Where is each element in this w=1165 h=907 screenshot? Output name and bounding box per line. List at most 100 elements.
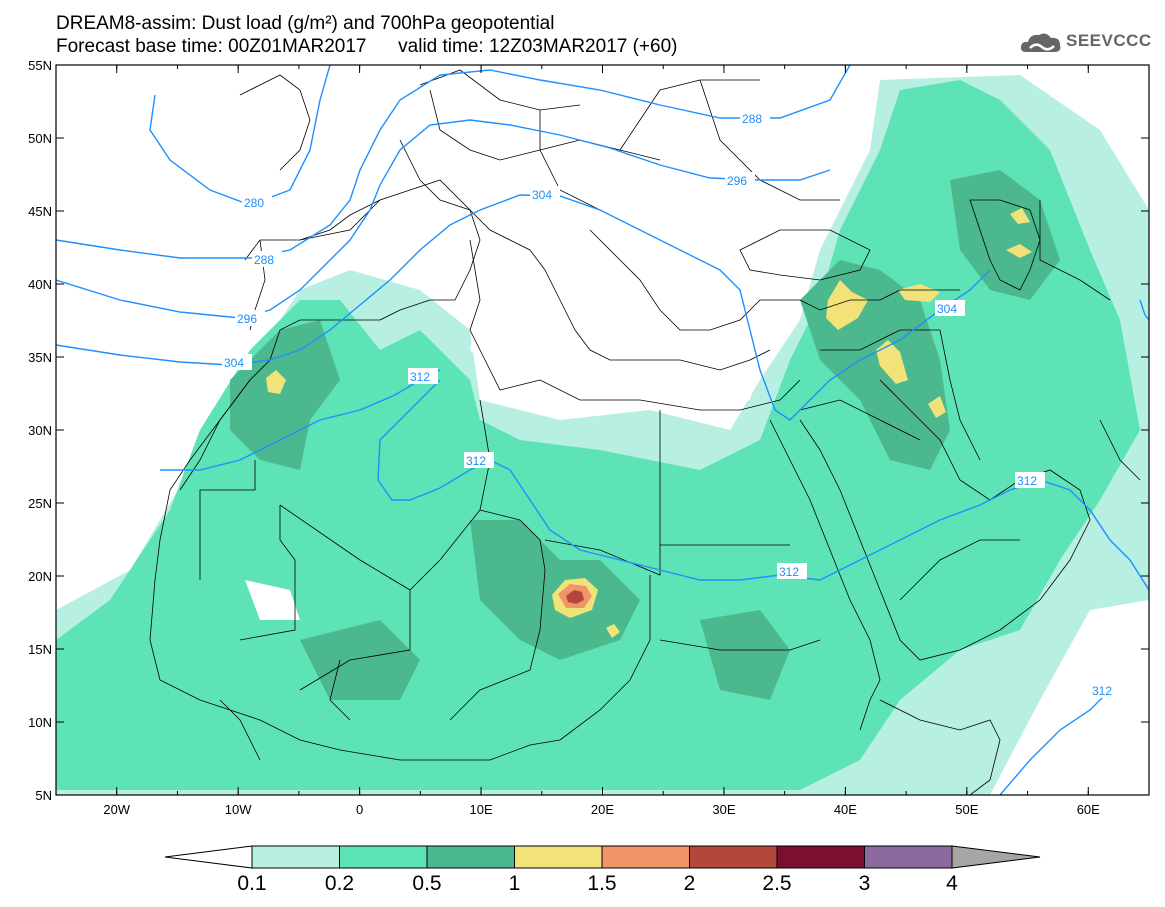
contour-label: 304 <box>532 188 552 202</box>
border <box>429 89 661 161</box>
latitude-label: 5N <box>35 788 52 803</box>
dust-area-dark <box>300 620 420 700</box>
colorbar-label: 0.2 <box>324 872 355 895</box>
border <box>279 504 411 691</box>
dust-free-area <box>1000 640 1149 795</box>
border <box>820 329 940 351</box>
latitude-label: 30N <box>28 423 52 438</box>
contour-label: 312 <box>410 370 430 384</box>
contour-label: 296 <box>237 312 257 326</box>
dust-area-dark <box>470 520 640 660</box>
colorbar-label: 2.5 <box>762 872 792 895</box>
contour-312d <box>1139 299 1149 321</box>
colorbar-label: 0.1 <box>237 872 267 895</box>
dust-area-yellow <box>1010 208 1030 224</box>
border <box>939 329 981 461</box>
colorbar-under-arrow <box>164 845 253 869</box>
latitude-label: 50N <box>28 131 52 146</box>
colorbar-label: 2 <box>683 872 696 895</box>
longitude-label: 40E <box>834 802 857 817</box>
cloud-icon <box>1020 33 1061 52</box>
map-title: DREAM8-assim: Dust load (g/m²) and 700hP… <box>56 13 555 34</box>
colorbar-label: 4 <box>946 872 958 895</box>
contour-288 <box>56 65 851 259</box>
longitude-label: 20W <box>103 802 130 817</box>
contour-312 <box>160 369 441 471</box>
coastline <box>469 239 801 411</box>
longitude-label: 20E <box>591 802 614 817</box>
latitude-label: 10N <box>28 715 52 730</box>
border <box>239 505 296 641</box>
contour-label: 288 <box>742 112 762 126</box>
contour-label: 312 <box>1017 474 1037 488</box>
border <box>1039 200 1111 301</box>
border <box>619 79 760 151</box>
longitude-label: 10E <box>469 802 492 817</box>
contour-label: 304 <box>937 302 957 316</box>
dust-free-area <box>470 300 760 400</box>
border <box>659 639 821 651</box>
longitude-label: 0 <box>356 802 363 817</box>
contour-label: 312 <box>466 454 486 468</box>
dust-area-medium <box>56 80 1140 790</box>
dust-area-yellow <box>826 280 868 330</box>
longitude-label: 10W <box>225 802 252 817</box>
border <box>899 539 1020 601</box>
latitude-label: 40N <box>28 277 52 292</box>
border <box>449 509 546 721</box>
colorbar-segment <box>514 845 603 869</box>
axis-ticks <box>55 64 1150 796</box>
colorbar-label: 1.5 <box>587 872 617 895</box>
latitude-label: 35N <box>28 350 52 365</box>
colorbar-segment <box>251 845 340 869</box>
border <box>559 575 651 741</box>
contour-304 <box>56 194 991 421</box>
dust-area-yellow <box>266 370 286 394</box>
latitude-labels: 55N 50N 45N 40N 35N 30N 25N 20N 15N 10N 5N <box>28 58 52 803</box>
border <box>799 399 921 441</box>
latitude-label: 15N <box>28 642 52 657</box>
border <box>199 460 256 580</box>
border <box>329 659 351 721</box>
map-subtitle: Forecast base time: 00Z01MAR2017 valid t… <box>56 36 678 57</box>
longitude-label: 30E <box>712 802 735 817</box>
contour-label: 280 <box>244 196 264 210</box>
dust-free-area <box>245 580 300 620</box>
contour-label: 312 <box>1092 684 1112 698</box>
colorbar-label: 0.5 <box>412 872 442 895</box>
longitude-labels: 20W 10W 0 10E 20E 30E 40E 50E 60E <box>103 802 1100 817</box>
dust-area-yellow <box>606 624 620 638</box>
coastline <box>969 199 1041 291</box>
contour-312c <box>999 689 1111 795</box>
dust-area-yellow <box>876 340 908 384</box>
latitude-label: 20N <box>28 569 52 584</box>
colorbar-segment <box>339 845 428 869</box>
contour-label: 304 <box>224 356 244 370</box>
colorbar-over-arrow <box>951 845 1041 869</box>
coastline <box>589 229 960 331</box>
coastline <box>179 179 481 491</box>
colorbar-label: 1 <box>508 872 521 895</box>
colorbar-segment <box>864 845 953 869</box>
latitude-label: 25N <box>28 496 52 511</box>
political-borders <box>149 69 1141 795</box>
logo-text: SEEVCCC <box>1066 31 1152 50</box>
border <box>219 699 261 761</box>
colorbar <box>164 845 1041 869</box>
dust-area-yellow <box>898 284 940 302</box>
longitude-label: 50E <box>955 802 978 817</box>
dust-area-red <box>566 590 584 604</box>
colorbar-segment <box>689 845 778 869</box>
colorbar-label: 3 <box>858 872 871 895</box>
dust-area-dark <box>230 320 340 470</box>
dust-area-dark <box>700 610 790 700</box>
contour-labels: 280 288 288 296 296 304 304 304 312 312 … <box>222 110 1120 698</box>
dust-area-yellow <box>928 396 946 418</box>
contour-label: 312 <box>779 565 799 579</box>
colorbar-segment <box>776 845 865 869</box>
contour-label: 288 <box>254 253 274 267</box>
coastline <box>469 209 771 371</box>
coastline <box>239 74 311 171</box>
coastline <box>769 419 881 731</box>
